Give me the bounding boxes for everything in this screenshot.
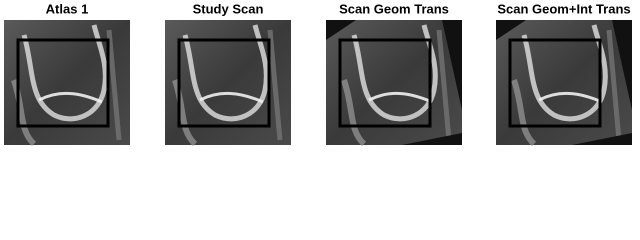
empty-corner xyxy=(326,20,356,40)
tissue xyxy=(436,29,452,141)
cartilage xyxy=(199,91,264,104)
tissue xyxy=(106,29,122,141)
empty-corner xyxy=(612,20,632,110)
roi-box xyxy=(338,38,432,128)
tissue xyxy=(267,29,283,141)
bone-contour xyxy=(521,24,608,122)
cartilage xyxy=(368,91,433,104)
panel: Study Scan xyxy=(165,1,291,146)
roi-box xyxy=(177,38,271,128)
panel-title: Scan Geom+Int Trans xyxy=(497,1,630,16)
tissue xyxy=(11,79,37,146)
empty-corner xyxy=(496,20,526,40)
panel: Scan Geom+Int Trans xyxy=(496,1,632,146)
bone-contour xyxy=(351,24,438,122)
roi-box xyxy=(16,38,110,128)
bone-contour xyxy=(21,24,108,122)
cartilage xyxy=(538,91,603,104)
tissue xyxy=(172,79,198,146)
panel: Atlas 1 xyxy=(4,1,130,146)
tissue xyxy=(606,29,622,141)
empty-corner xyxy=(442,20,462,110)
panel: Scan Geom Trans xyxy=(326,1,462,146)
tissue xyxy=(511,79,537,146)
empty-corner xyxy=(572,133,632,145)
panel-title: Scan Geom Trans xyxy=(339,1,449,16)
cartilage xyxy=(38,91,103,104)
roi-box xyxy=(508,38,602,128)
panel-title: Atlas 1 xyxy=(46,1,89,16)
empty-corner xyxy=(402,133,462,145)
panel-title: Study Scan xyxy=(193,1,264,16)
figure: Atlas 1 Study Scan Scan Geom Trans Scan Geo… xyxy=(4,1,632,146)
tissue xyxy=(341,79,367,146)
bone-contour xyxy=(182,24,269,122)
